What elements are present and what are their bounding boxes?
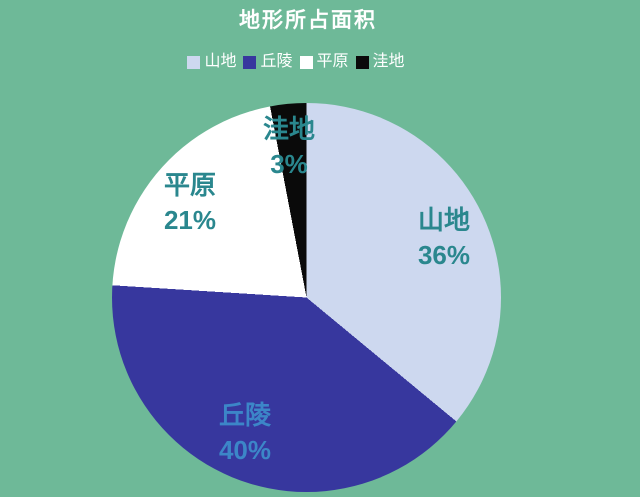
chart-title: 地形所占面积	[239, 9, 377, 32]
legend-label: 山地	[204, 53, 237, 70]
legend-label: 丘陵	[260, 53, 293, 70]
slice-name: 山地	[417, 205, 470, 235]
legend-item-pingyuan: 平原	[299, 53, 349, 71]
legend-swatch-icon	[299, 55, 313, 69]
pie-chart	[112, 103, 501, 492]
legend-swatch-icon	[355, 55, 369, 69]
slice-name: 平原	[163, 170, 216, 200]
legend-item-qiuling: 丘陵	[243, 53, 293, 71]
legend-swatch-icon	[187, 55, 201, 69]
slice-label-qiuling: 丘陵 40%	[185, 398, 305, 468]
slice-percent: 21%	[163, 205, 217, 235]
legend: 山地 丘陵 平原 洼地	[0, 53, 592, 71]
legend-label: 平原	[316, 53, 349, 70]
slice-label-pingyuan: 平原 21%	[130, 168, 250, 238]
slice-name: 洼地	[262, 114, 315, 144]
legend-item-shandi: 山地	[187, 53, 236, 71]
slice-percent: 36%	[417, 240, 471, 270]
legend-item-wadi: 洼地	[355, 53, 405, 71]
slice-percent: 40%	[218, 435, 272, 465]
slice-name: 丘陵	[218, 400, 271, 430]
legend-swatch-icon	[243, 55, 257, 69]
slice-label-shandi: 山地 36%	[384, 203, 504, 273]
legend-label: 洼地	[372, 53, 405, 70]
slice-percent: 3%	[270, 149, 308, 179]
slice-label-wadi: 洼地 3%	[229, 112, 349, 182]
